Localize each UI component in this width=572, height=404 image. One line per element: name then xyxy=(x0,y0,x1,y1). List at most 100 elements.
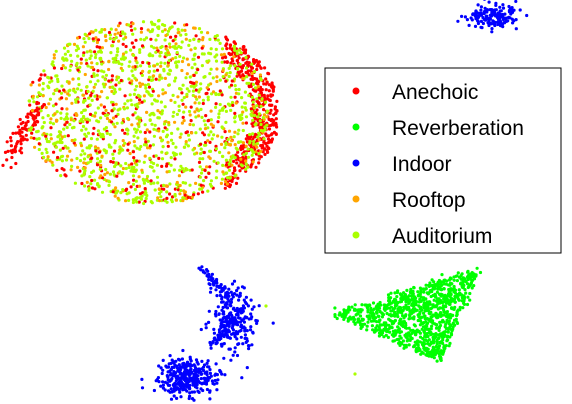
point-indoor xyxy=(190,364,194,368)
point-auditorium xyxy=(214,59,219,63)
point-reverberation xyxy=(441,350,445,354)
point-auditorium xyxy=(152,181,156,185)
point-anechoic xyxy=(132,178,136,182)
point-anechoic xyxy=(85,120,89,124)
point-reverberation xyxy=(399,336,403,340)
point-auditorium xyxy=(135,163,139,167)
point-auditorium xyxy=(209,118,213,122)
point-auditorium xyxy=(35,130,39,134)
point-indoor xyxy=(161,368,165,372)
point-anechoic xyxy=(79,57,83,61)
point-rooftop xyxy=(163,76,167,80)
point-auditorium xyxy=(97,50,101,54)
point-auditorium xyxy=(175,112,179,116)
point-reverberation xyxy=(441,331,445,335)
point-reverberation xyxy=(459,281,463,285)
point-anechoic xyxy=(269,103,273,107)
point-auditorium xyxy=(112,37,116,42)
point-indoor xyxy=(218,318,222,322)
point-auditorium xyxy=(156,33,160,38)
point-indoor xyxy=(209,286,213,290)
point-indoor xyxy=(525,13,529,18)
point-anechoic xyxy=(267,117,271,121)
point-auditorium xyxy=(187,89,191,93)
point-auditorium xyxy=(143,123,147,127)
point-indoor xyxy=(211,381,215,386)
point-anechoic xyxy=(256,61,260,65)
point-auditorium xyxy=(200,52,204,56)
point-indoor xyxy=(493,11,497,15)
point-auditorium xyxy=(132,53,136,58)
point-anechoic xyxy=(200,46,204,50)
point-anechoic xyxy=(271,87,275,92)
point-indoor xyxy=(177,369,181,373)
point-anechoic xyxy=(256,117,260,121)
point-reverberation xyxy=(389,291,393,295)
point-anechoic xyxy=(239,144,244,148)
point-reverberation xyxy=(410,316,414,320)
point-rooftop xyxy=(37,83,42,87)
point-rooftop xyxy=(47,102,51,106)
point-auditorium xyxy=(136,136,140,140)
point-reverberation xyxy=(416,343,420,347)
point-auditorium xyxy=(179,33,183,37)
point-auditorium xyxy=(98,132,102,136)
point-indoor xyxy=(237,295,241,299)
point-reverberation xyxy=(425,321,430,325)
point-rooftop xyxy=(183,190,187,194)
point-auditorium xyxy=(246,155,251,159)
point-indoor xyxy=(218,370,222,374)
point-indoor xyxy=(185,361,189,365)
point-rooftop xyxy=(174,198,178,202)
point-auditorium xyxy=(131,198,135,202)
point-auditorium xyxy=(212,133,216,137)
point-auditorium xyxy=(259,78,263,82)
point-auditorium xyxy=(94,52,98,57)
point-rooftop xyxy=(167,121,171,125)
point-auditorium xyxy=(243,90,247,94)
point-reverberation xyxy=(443,293,447,297)
point-auditorium xyxy=(179,87,183,91)
point-anechoic xyxy=(263,152,267,156)
point-auditorium xyxy=(199,30,204,34)
point-indoor xyxy=(501,6,506,10)
legend-label-anechoic: Anechoic xyxy=(392,81,478,104)
point-reverberation xyxy=(462,299,466,303)
point-reverberation xyxy=(380,323,384,327)
point-indoor xyxy=(168,373,173,377)
point-indoor xyxy=(249,325,253,329)
point-rooftop xyxy=(114,186,118,190)
point-auditorium xyxy=(99,30,103,34)
point-auditorium xyxy=(134,130,138,134)
point-rooftop xyxy=(168,45,172,49)
point-auditorium xyxy=(240,105,244,109)
point-auditorium xyxy=(198,127,202,131)
point-indoor xyxy=(483,18,487,22)
point-auditorium xyxy=(228,64,232,68)
point-auditorium xyxy=(152,134,156,138)
point-reverberation xyxy=(422,306,426,310)
point-rooftop xyxy=(262,113,266,117)
point-auditorium xyxy=(138,147,142,151)
point-anechoic xyxy=(231,171,235,175)
point-auditorium xyxy=(225,171,229,175)
point-auditorium xyxy=(262,137,266,141)
point-auditorium xyxy=(259,129,264,133)
point-reverberation xyxy=(460,296,464,300)
point-indoor xyxy=(223,324,227,329)
point-rooftop xyxy=(151,74,156,78)
point-indoor xyxy=(205,373,209,377)
point-anechoic xyxy=(223,186,227,190)
point-reverberation xyxy=(450,307,455,311)
point-auditorium xyxy=(104,151,108,155)
point-auditorium xyxy=(84,58,88,62)
point-rooftop xyxy=(215,67,219,71)
legend: AnechoicReverberationIndoorRooftopAudito… xyxy=(324,67,562,254)
point-anechoic xyxy=(125,187,129,191)
point-auditorium xyxy=(156,25,160,29)
point-rooftop xyxy=(121,52,126,56)
point-auditorium xyxy=(233,120,237,124)
point-anechoic xyxy=(52,150,56,154)
point-reverberation xyxy=(350,305,354,309)
point-auditorium xyxy=(177,109,181,113)
